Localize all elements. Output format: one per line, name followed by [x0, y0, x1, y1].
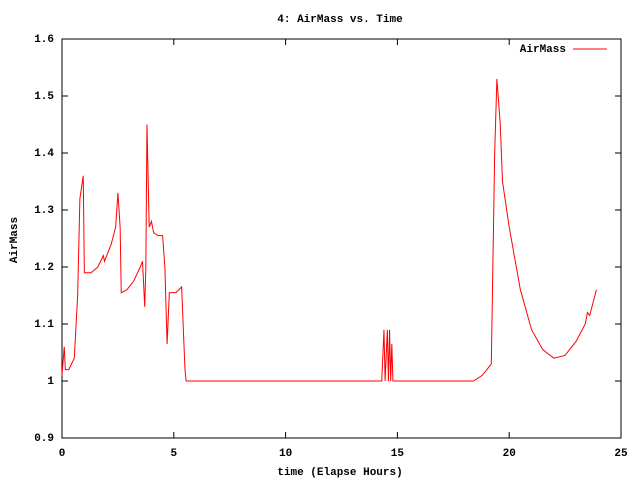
y-tick-label: 1.5: [34, 91, 54, 103]
x-axis-label: time (Elapse Hours): [277, 467, 402, 479]
y-tick-label: 1.4: [34, 148, 54, 160]
x-tick-label: 10: [279, 448, 292, 460]
plot-border: [61, 38, 622, 439]
data-line: [61, 78, 597, 382]
y-tick-label: 1.1: [34, 319, 54, 331]
chart-title: 4: AirMass vs. Time: [277, 14, 403, 26]
x-tick-label: 25: [614, 448, 628, 460]
y-tick-label: 1.6: [34, 34, 54, 46]
y-tick-label: 1.3: [34, 205, 54, 217]
x-tick-label: 0: [59, 448, 66, 460]
x-tick-label: 15: [391, 448, 405, 460]
x-tick-label: 5: [170, 448, 177, 460]
x-tick-label: 20: [503, 448, 516, 460]
y-tick-label: 1.2: [34, 262, 54, 274]
y-tick-label: 1: [47, 376, 54, 388]
y-tick-label: 0.9: [34, 433, 54, 445]
legend-label: AirMass: [520, 44, 566, 56]
y-axis-label: AirMass: [9, 217, 21, 263]
